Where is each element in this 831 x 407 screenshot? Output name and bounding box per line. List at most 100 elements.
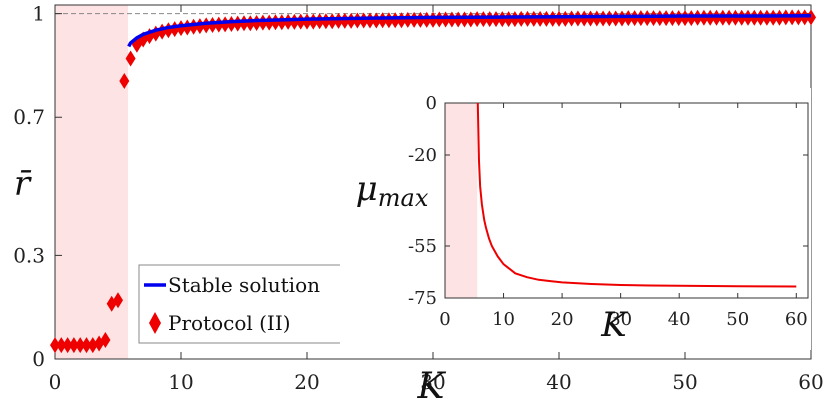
protocol-marker <box>768 9 779 26</box>
protocol-marker <box>755 9 766 26</box>
stable-solution-line <box>127 13 812 48</box>
inset-plot-area <box>444 102 809 299</box>
x-tick-label: 0 <box>49 370 62 394</box>
protocol-marker <box>50 337 60 354</box>
protocol-marker <box>87 337 98 354</box>
protocol-marker <box>554 10 564 27</box>
protocol-marker <box>497 11 508 28</box>
protocol-marker <box>642 10 653 27</box>
protocol-marker <box>478 11 489 28</box>
protocol-marker <box>579 10 590 27</box>
protocol-marker <box>68 337 79 354</box>
protocol-marker <box>585 10 596 27</box>
protocol-marker <box>113 292 123 309</box>
mu-max-curve <box>476 102 797 288</box>
protocol-marker <box>283 13 294 30</box>
protocol-marker <box>566 10 577 27</box>
y-tick-label: 1 <box>32 2 45 26</box>
protocol-marker <box>150 25 161 42</box>
x-tick-label: 20 <box>294 370 319 394</box>
main-chart: 0 10 20 30 40 50 60 0 0.3 0.7 1 K r̄ Stable solut… <box>13 2 824 407</box>
inset-y-tick-label: 0 <box>426 93 437 114</box>
protocol-marker <box>535 10 546 27</box>
inset-y-axis-label: μmax <box>356 169 429 212</box>
protocol-marker <box>661 10 672 27</box>
protocol-marker <box>516 10 527 27</box>
protocol-marker <box>635 10 646 27</box>
inset-x-tick-label: 60 <box>785 309 808 330</box>
inset-x-tick-label: 20 <box>551 309 574 330</box>
protocol-marker <box>440 11 451 28</box>
protocol-marker <box>402 11 413 28</box>
inset-y-label-sub: max <box>378 184 429 212</box>
protocol-marker <box>125 50 136 67</box>
protocol-marker <box>446 11 457 28</box>
protocol-marker <box>75 337 86 354</box>
protocol-marker <box>295 13 306 30</box>
x-tick-label: 50 <box>672 370 697 394</box>
protocol-marker <box>686 10 697 27</box>
protocol-marker <box>572 10 583 27</box>
inset-y-tick-label: -20 <box>408 145 437 166</box>
protocol-marker <box>509 11 520 28</box>
protocol-marker <box>377 12 388 29</box>
protocol-marker <box>528 10 539 27</box>
protocol-marker <box>598 10 609 27</box>
inset-shaded-region <box>445 103 478 298</box>
protocol-marker <box>56 337 67 354</box>
protocol-marker <box>591 10 602 27</box>
inset-chart: 0 10 20 30 40 50 60 0 -20 -55 -75 K μmax <box>340 88 811 350</box>
inset-y-tick-label: -75 <box>408 288 437 309</box>
legend-box <box>138 264 350 344</box>
x-axis-label: K <box>417 366 447 407</box>
y-axis-label: r̄ <box>14 164 32 204</box>
protocol-marker <box>774 9 785 26</box>
x-axis: 0 10 20 30 40 50 60 <box>49 5 824 394</box>
inset-x-axis: 0 10 20 30 40 50 60 <box>439 103 808 330</box>
x-tick-label: 40 <box>546 370 571 394</box>
legend-label-stable: Stable solution <box>168 273 320 297</box>
protocol-marker <box>654 10 665 27</box>
protocol-marker <box>302 13 312 30</box>
protocol-marker <box>629 10 640 27</box>
inset-x-tick-label: 0 <box>439 309 450 330</box>
legend: Stable solution Protocol (II) <box>138 264 350 344</box>
protocol-marker <box>62 337 73 354</box>
x-tick-label: 10 <box>168 370 193 394</box>
protocol-marker <box>541 10 552 27</box>
protocol-marker <box>604 10 615 27</box>
y-tick-label: 0.7 <box>13 105 45 129</box>
protocol-marker <box>522 10 533 27</box>
protocol-marker <box>623 10 634 27</box>
inset-x-tick-label: 10 <box>492 309 515 330</box>
inset-y-tick-label: -55 <box>408 236 437 257</box>
protocol-markers <box>50 9 816 354</box>
y-axis: 0 0.3 0.7 1 <box>13 2 811 371</box>
inset-y-axis: 0 -20 -55 -75 <box>408 93 808 309</box>
x-tick-label: 60 <box>798 370 823 394</box>
inset-background <box>340 88 811 350</box>
inset-x-tick-label: 30 <box>609 309 632 330</box>
inset-y-label-main: μ <box>356 169 378 209</box>
protocol-marker <box>308 13 319 30</box>
protocol-marker <box>484 11 495 28</box>
protocol-marker <box>761 9 772 26</box>
protocol-marker <box>100 332 111 349</box>
inset-x-tick-label: 50 <box>726 309 749 330</box>
protocol-marker <box>201 17 212 34</box>
x-tick-label: 30 <box>420 370 445 394</box>
protocol-marker <box>610 10 621 27</box>
protocol-marker <box>434 11 445 28</box>
protocol-marker <box>648 10 659 27</box>
protocol-marker <box>81 337 92 354</box>
protocol-marker <box>472 11 483 28</box>
protocol-marker <box>232 15 243 32</box>
protocol-marker <box>119 72 130 89</box>
protocol-marker <box>491 11 501 28</box>
protocol-marker <box>409 11 420 28</box>
legend-label-protocol: Protocol (II) <box>168 311 291 335</box>
protocol-marker <box>453 11 464 28</box>
inset-x-tick-label: 40 <box>668 309 691 330</box>
y-tick-label: 0.3 <box>13 243 45 267</box>
protocol-marker <box>617 10 627 27</box>
